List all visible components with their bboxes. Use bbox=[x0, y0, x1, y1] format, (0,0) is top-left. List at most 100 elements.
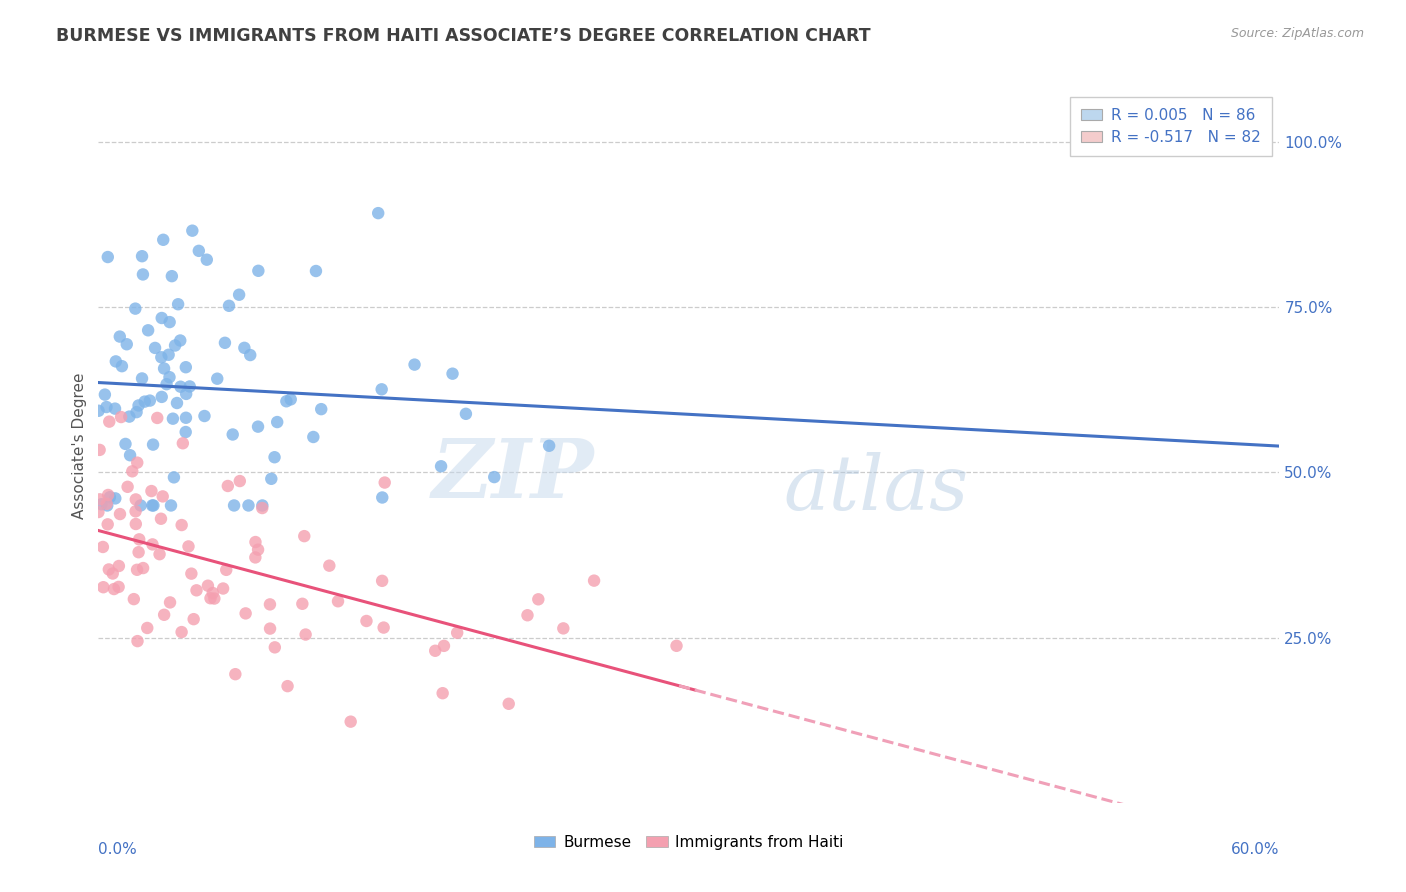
Point bbox=[96, 497, 118, 511]
Point bbox=[187, 244, 209, 258]
Point bbox=[247, 264, 270, 278]
Point bbox=[136, 323, 159, 337]
Point bbox=[108, 329, 131, 343]
Point bbox=[153, 607, 176, 622]
Point bbox=[165, 338, 187, 352]
Point bbox=[97, 488, 120, 502]
Point bbox=[404, 358, 426, 372]
Point bbox=[276, 394, 298, 409]
Point bbox=[245, 550, 267, 565]
Point bbox=[233, 341, 256, 355]
Point bbox=[229, 474, 252, 488]
Point bbox=[318, 558, 340, 573]
Point bbox=[259, 622, 281, 636]
Point bbox=[150, 351, 173, 365]
Point bbox=[370, 382, 392, 396]
Point bbox=[159, 595, 181, 609]
Point bbox=[339, 714, 361, 729]
Point bbox=[179, 379, 201, 393]
Point bbox=[245, 535, 267, 549]
Point bbox=[90, 497, 112, 511]
Point bbox=[302, 430, 325, 444]
Point bbox=[152, 233, 174, 247]
Point bbox=[157, 348, 180, 362]
Point bbox=[159, 370, 181, 384]
Point bbox=[97, 517, 120, 532]
Point bbox=[89, 442, 111, 457]
Point bbox=[160, 499, 183, 513]
Point bbox=[247, 542, 270, 557]
Point bbox=[141, 499, 163, 513]
Point bbox=[97, 250, 120, 264]
Point bbox=[149, 512, 172, 526]
Text: ZIP: ZIP bbox=[432, 434, 595, 515]
Point bbox=[103, 582, 125, 596]
Point bbox=[146, 411, 169, 425]
Point bbox=[127, 634, 149, 648]
Point bbox=[108, 507, 131, 521]
Point bbox=[454, 407, 477, 421]
Point bbox=[98, 490, 121, 504]
Point bbox=[180, 566, 202, 581]
Point bbox=[193, 409, 215, 423]
Point bbox=[174, 387, 197, 401]
Point bbox=[118, 409, 141, 424]
Point bbox=[218, 299, 240, 313]
Point bbox=[212, 582, 235, 596]
Point bbox=[356, 614, 378, 628]
Point bbox=[516, 608, 538, 623]
Point bbox=[367, 206, 389, 220]
Point bbox=[207, 372, 229, 386]
Point bbox=[553, 621, 575, 635]
Point bbox=[174, 410, 197, 425]
Text: 0.0%: 0.0% bbox=[98, 842, 138, 857]
Point bbox=[104, 401, 127, 416]
Point bbox=[291, 597, 314, 611]
Point bbox=[162, 411, 184, 425]
Point bbox=[200, 591, 222, 606]
Point bbox=[136, 621, 159, 635]
Point bbox=[371, 491, 394, 505]
Point bbox=[124, 504, 146, 518]
Point bbox=[195, 252, 218, 267]
Point bbox=[104, 491, 127, 506]
Point bbox=[141, 484, 163, 499]
Point bbox=[101, 566, 124, 581]
Point bbox=[142, 499, 165, 513]
Point bbox=[252, 501, 274, 516]
Point bbox=[132, 268, 155, 282]
Point bbox=[87, 505, 110, 519]
Point bbox=[127, 456, 149, 470]
Point bbox=[326, 594, 349, 608]
Point bbox=[197, 579, 219, 593]
Point bbox=[183, 612, 205, 626]
Point bbox=[239, 348, 262, 362]
Point bbox=[134, 394, 156, 409]
Point bbox=[121, 464, 143, 478]
Point bbox=[186, 583, 208, 598]
Point bbox=[252, 499, 274, 513]
Point bbox=[280, 392, 302, 407]
Point bbox=[98, 415, 121, 429]
Point bbox=[110, 410, 132, 425]
Point bbox=[141, 537, 163, 551]
Point bbox=[166, 396, 188, 410]
Point bbox=[142, 437, 165, 451]
Point bbox=[172, 436, 194, 450]
Point bbox=[374, 475, 396, 490]
Text: Source: ZipAtlas.com: Source: ZipAtlas.com bbox=[1230, 27, 1364, 40]
Text: BURMESE VS IMMIGRANTS FROM HAITI ASSOCIATE’S DEGREE CORRELATION CHART: BURMESE VS IMMIGRANTS FROM HAITI ASSOCIA… bbox=[56, 27, 870, 45]
Point bbox=[125, 405, 148, 419]
Point bbox=[181, 224, 204, 238]
Point bbox=[125, 492, 148, 507]
Point bbox=[259, 598, 281, 612]
Point bbox=[235, 607, 257, 621]
Point bbox=[169, 380, 191, 394]
Point bbox=[583, 574, 606, 588]
Point bbox=[159, 315, 181, 329]
Point bbox=[484, 470, 506, 484]
Point bbox=[665, 639, 688, 653]
Point bbox=[96, 499, 118, 513]
Point bbox=[214, 335, 236, 350]
Point bbox=[430, 459, 453, 474]
